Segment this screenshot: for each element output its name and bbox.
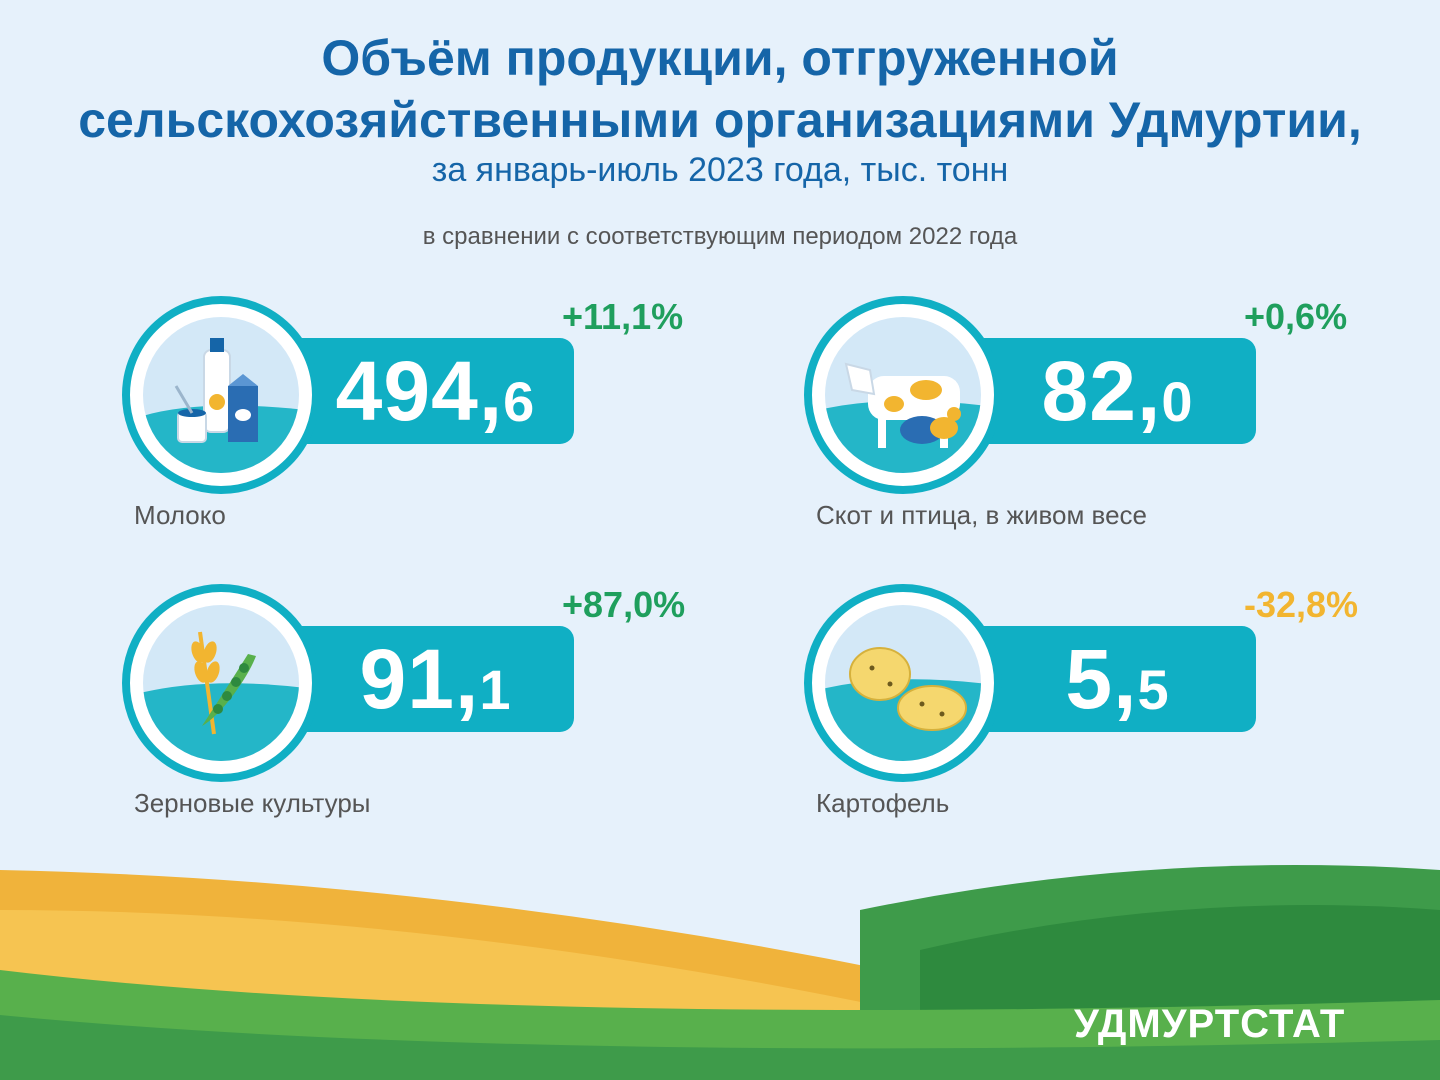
value-decimal: 0 [1161, 369, 1193, 433]
grain-icon [122, 584, 320, 782]
value-integer: 91, [359, 631, 480, 726]
value-decimal: 5 [1137, 657, 1169, 721]
stat-card-potato: 5, 5 -32,8% Картофель [804, 584, 1404, 824]
change-percent: -32,8% [1244, 584, 1359, 625]
page-title-line2: сельскохозяйственными организациями Удму… [78, 92, 1362, 148]
livestock-icon [804, 296, 1002, 494]
stat-label: Молоко [134, 500, 226, 530]
change-percent: +87,0% [562, 584, 686, 625]
comparison-note: в сравнении с соответствующим периодом 2… [422, 223, 1018, 250]
page-subtitle: за январь-июль 2023 года, тыс. тонн [431, 151, 1009, 189]
value-decimal: 1 [479, 657, 511, 721]
value-decimal: 6 [503, 369, 535, 433]
stat-card-livestock: 82, 0 +0,6% Скот и птица, в живом весе [804, 296, 1404, 536]
value-integer: 494, [335, 343, 504, 438]
value-integer: 82, [1041, 343, 1162, 438]
stat-card-grain: 91, 1 +87,0% Зерновые культуры [122, 584, 722, 824]
brand-logo: УДМУРТСТАТ [1074, 1002, 1346, 1046]
value-integer: 5, [1065, 631, 1138, 726]
potato-icon [804, 584, 1002, 782]
fields-illustration [0, 865, 1440, 1080]
stat-label: Скот и птица, в живом весе [816, 500, 1147, 530]
stat-card-milk: 494, 6 +11,1% Молоко [122, 296, 722, 536]
change-percent: +11,1% [562, 296, 684, 337]
change-percent: +0,6% [1244, 296, 1348, 337]
stat-label: Зерновые культуры [134, 788, 371, 818]
stat-label: Картофель [816, 788, 950, 818]
milk-icon [122, 296, 320, 494]
page-title-line1: Объём продукции, отгруженной [321, 30, 1119, 86]
